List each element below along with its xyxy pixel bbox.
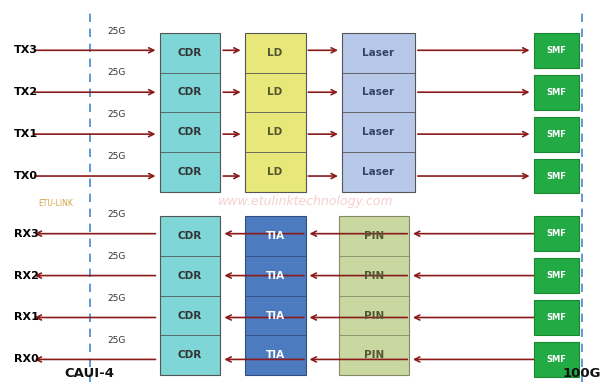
Text: Laser: Laser	[362, 167, 395, 177]
Text: CDR: CDR	[178, 271, 202, 281]
Text: PIN: PIN	[364, 310, 384, 320]
Text: TIA: TIA	[266, 310, 285, 320]
FancyBboxPatch shape	[244, 33, 306, 192]
FancyBboxPatch shape	[533, 342, 579, 377]
Text: PIN: PIN	[364, 271, 384, 281]
Text: Laser: Laser	[362, 127, 395, 137]
FancyBboxPatch shape	[339, 216, 409, 375]
Text: TX2: TX2	[13, 87, 38, 97]
Text: SMF: SMF	[546, 229, 566, 238]
FancyBboxPatch shape	[533, 33, 579, 68]
Text: 25G: 25G	[108, 252, 126, 261]
Text: 25G: 25G	[108, 68, 126, 77]
Text: LD: LD	[268, 48, 283, 58]
Text: SMF: SMF	[546, 130, 566, 139]
FancyBboxPatch shape	[533, 300, 579, 335]
FancyBboxPatch shape	[159, 216, 221, 375]
Text: CDR: CDR	[178, 310, 202, 320]
Text: www.etulinktechnology.com: www.etulinktechnology.com	[218, 195, 393, 208]
Text: CDR: CDR	[178, 87, 202, 98]
Text: 25G: 25G	[108, 294, 126, 303]
FancyBboxPatch shape	[533, 216, 579, 251]
FancyBboxPatch shape	[159, 33, 221, 192]
Text: Laser: Laser	[362, 87, 395, 98]
Text: TX3: TX3	[13, 45, 37, 55]
Text: LD: LD	[268, 167, 283, 177]
FancyBboxPatch shape	[533, 258, 579, 293]
Text: RX0: RX0	[13, 354, 38, 365]
Text: CDR: CDR	[178, 127, 202, 137]
FancyBboxPatch shape	[533, 159, 579, 194]
Text: 25G: 25G	[108, 110, 126, 120]
Text: CAUI-4: CAUI-4	[65, 367, 115, 380]
FancyBboxPatch shape	[244, 216, 306, 375]
Text: Laser: Laser	[362, 48, 395, 58]
Text: TIA: TIA	[266, 350, 285, 360]
Text: LD: LD	[268, 87, 283, 98]
Text: CDR: CDR	[178, 167, 202, 177]
Text: 25G: 25G	[108, 152, 126, 161]
Text: 25G: 25G	[108, 336, 126, 345]
Text: SMF: SMF	[546, 313, 566, 322]
Text: ETU-LINK: ETU-LINK	[38, 199, 73, 207]
Text: RX2: RX2	[13, 271, 38, 281]
Text: LD: LD	[268, 127, 283, 137]
Text: 100G: 100G	[563, 367, 601, 380]
Text: RX1: RX1	[13, 312, 38, 322]
Text: TIA: TIA	[266, 231, 285, 241]
FancyBboxPatch shape	[342, 33, 415, 192]
Text: 25G: 25G	[108, 27, 126, 36]
Text: TX0: TX0	[13, 171, 37, 181]
FancyBboxPatch shape	[533, 116, 579, 152]
Text: PIN: PIN	[364, 231, 384, 241]
Text: CDR: CDR	[178, 231, 202, 241]
Text: SMF: SMF	[546, 46, 566, 55]
FancyBboxPatch shape	[533, 75, 579, 110]
Text: CDR: CDR	[178, 350, 202, 360]
Text: PIN: PIN	[364, 350, 384, 360]
Text: RX3: RX3	[13, 229, 38, 239]
Text: TX1: TX1	[13, 129, 38, 139]
Text: 25G: 25G	[108, 210, 126, 219]
Text: SMF: SMF	[546, 171, 566, 180]
Text: SMF: SMF	[546, 88, 566, 97]
Text: TIA: TIA	[266, 271, 285, 281]
Text: SMF: SMF	[546, 271, 566, 280]
Text: SMF: SMF	[546, 355, 566, 364]
Text: CDR: CDR	[178, 48, 202, 58]
